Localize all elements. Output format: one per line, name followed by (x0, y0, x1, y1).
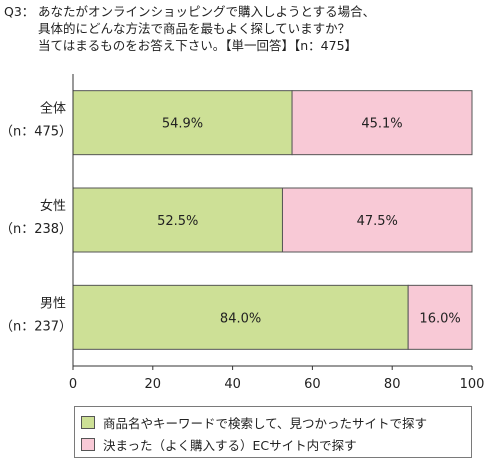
x-tick-label-0: 0 (69, 377, 77, 392)
legend-label-search: 商品名やキーワードで検索して、見つかったサイトで探す (103, 415, 428, 431)
data-label-search-0: 54.9% (162, 117, 203, 132)
legend-swatch-ec-site (81, 437, 95, 451)
question-line-1: あなたがオンラインショッピングで購入しようとする場合、 (38, 4, 376, 19)
question-line-3: 当てはまるものをお答え下さい。【単一回答】【n：475】 (38, 38, 358, 53)
legend-item-ec-site: 決まった（よく購入する）ECサイト内で探す (81, 435, 357, 453)
bar-ec-site-1 (281, 187, 473, 253)
legend-label-ec-site: 決まった（よく購入する）ECサイト内で探す (103, 437, 357, 453)
category-n-0: （n：475） (0, 125, 72, 140)
stacked-bar-chart: 54.9% 45.1% 全体 （n：475） 52.5% 47.5% 女性 （n：238） 84… (0, 74, 485, 392)
bar-ec-site-0 (291, 90, 473, 156)
category-label-1: 女性 (40, 198, 66, 214)
category-n-1: （n：238） (0, 222, 72, 237)
x-tick-label-2: 40 (224, 377, 241, 392)
legend-item-search: 商品名やキーワードで検索して、見つかったサイトで探す (81, 413, 427, 431)
bar-search-2 (72, 284, 409, 350)
x-tick-label-1: 20 (145, 377, 162, 392)
question-number: Q3： (4, 4, 35, 19)
data-label-search-2: 84.0% (220, 311, 261, 326)
category-label-0: 全体 (40, 101, 66, 117)
x-tick-label-3: 60 (304, 377, 321, 392)
x-tick-label-4: 80 (384, 377, 401, 392)
x-tick-label-5: 100 (460, 377, 485, 392)
legend: 商品名やキーワードで検索して、見つかったサイトで探す 決まった（よく購入する）E… (74, 406, 472, 458)
data-label-ec-site-2: 16.0% (419, 311, 460, 326)
category-n-2: （n：237） (0, 319, 72, 334)
data-label-ec-site-1: 47.5% (357, 214, 398, 229)
bar-search-1 (72, 187, 283, 253)
data-label-search-1: 52.5% (157, 214, 198, 229)
legend-swatch-search (81, 415, 95, 429)
category-label-2: 男性 (40, 296, 66, 311)
question-line-2: 具体的にどんな方法で商品を最もよく探していますか？ (38, 21, 351, 36)
bar-ec-site-2 (407, 284, 473, 350)
data-label-ec-site-0: 45.1% (361, 117, 402, 132)
